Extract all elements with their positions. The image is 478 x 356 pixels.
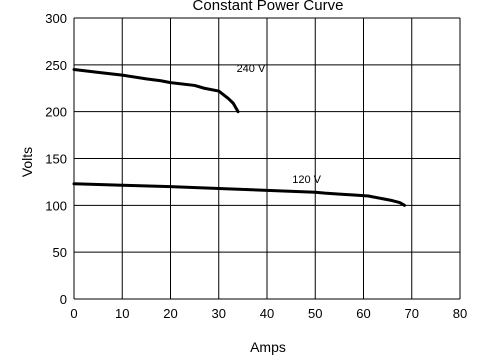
x-tick-label: 40 <box>260 306 274 321</box>
series-label-1: 120 V <box>292 174 321 186</box>
y-tick-label: 0 <box>60 292 67 307</box>
y-tick-label: 150 <box>45 152 67 167</box>
y-tick-label: 100 <box>45 198 67 213</box>
series-line-1 <box>72 182 407 207</box>
x-axis-label: Amps <box>250 339 286 355</box>
chart-title: Constant Power Curve <box>193 0 344 14</box>
series-label-0: 240 V <box>237 63 266 75</box>
x-tick-label: 30 <box>212 306 226 321</box>
y-axis-label: Volts <box>19 147 35 177</box>
series-line-0 <box>72 68 240 114</box>
x-tick-label: 0 <box>70 306 77 321</box>
y-tick-label: 300 <box>45 11 67 26</box>
x-tick-label: 60 <box>356 306 370 321</box>
tick-labels: 0 10 20 30 40 50 60 70 80 0 50 100 150 200 250 300 <box>45 11 467 321</box>
data-series <box>72 68 407 207</box>
x-tick-label: 10 <box>115 306 129 321</box>
x-tick-label: 20 <box>163 306 177 321</box>
chart-grid <box>73 17 461 300</box>
x-tick-label: 50 <box>308 306 322 321</box>
x-tick-label: 80 <box>453 306 467 321</box>
x-tick-label: 70 <box>405 306 419 321</box>
y-tick-label: 200 <box>45 105 67 120</box>
y-tick-label: 250 <box>45 58 67 73</box>
y-tick-label: 50 <box>53 245 67 260</box>
series-labels: 240 V 120 V <box>237 63 322 186</box>
